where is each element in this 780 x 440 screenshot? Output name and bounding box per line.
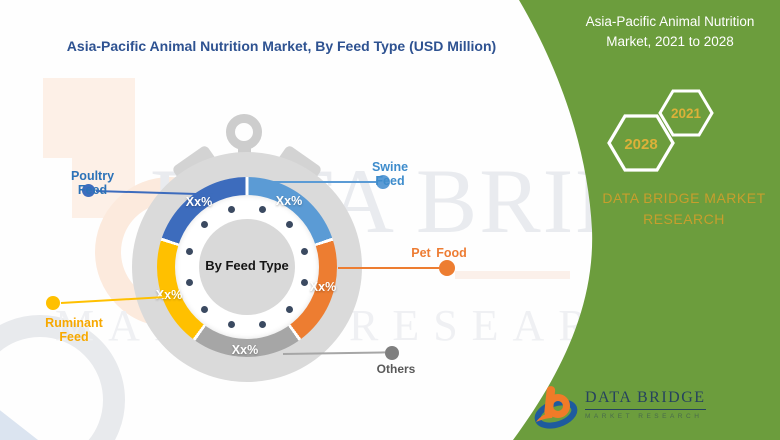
category-label-pet-food: Pet Food [411, 246, 467, 260]
legend-dot-pet-food [439, 260, 455, 276]
panel-heading: Asia-Pacific Animal Nutrition Market, 20… [570, 12, 770, 53]
legend-dot-poultry [82, 184, 95, 197]
clock-tick-dot [185, 279, 193, 287]
clock-tick-dot [259, 205, 267, 213]
logo-name: DATA BRIDGE [585, 389, 706, 410]
watermark-band [455, 271, 570, 279]
clock-tick-dot [301, 279, 309, 287]
slice-value-poultry: Xx% [185, 195, 213, 209]
stopwatch-crown-ring [226, 114, 262, 150]
legend-dot-swine [376, 175, 390, 189]
category-label-others: Others [376, 362, 416, 376]
donut-center-label: By Feed Type [205, 258, 289, 273]
brand-wordmark: DATA BRIDGE MARKET RESEARCH [595, 188, 773, 230]
category-label-swine: Swine Feed [371, 160, 409, 188]
legend-dot-ruminant [46, 296, 60, 310]
clock-tick-dot [227, 205, 235, 213]
panel-heading-line2: Market, 2021 to 2028 [606, 34, 734, 50]
legend-dot-others [385, 346, 399, 360]
databridge-logo: DATA BRIDGE MARKET RESEARCH [533, 384, 743, 434]
slice-value-ruminant: Xx% [155, 288, 183, 302]
watermark-logo-peach-block [43, 78, 135, 158]
slice-value-others: Xx% [231, 343, 259, 357]
clock-tick-dot [201, 221, 209, 229]
hexagon-2028 [607, 114, 675, 172]
hexagon-2028-year: 2028 [624, 136, 657, 153]
brand-line2: RESEARCH [643, 211, 725, 227]
donut-center-circle [199, 219, 295, 315]
clock-tick-dot [227, 321, 235, 329]
clock-tick-dot [201, 305, 209, 313]
clock-tick-dot [285, 305, 293, 313]
leader-line-swine [272, 181, 376, 183]
clock-tick-dot [285, 221, 293, 229]
leader-line-pet-food [338, 267, 439, 269]
category-label-poultry: Poultry Feed [70, 169, 115, 197]
year-hexagons: 2028 2021 [607, 89, 714, 172]
panel-heading-line1: Asia-Pacific Animal Nutrition [585, 14, 755, 29]
category-label-ruminant: Ruminant Feed [45, 316, 103, 344]
clock-tick-dot [301, 247, 309, 255]
databridge-logo-icon [534, 386, 578, 429]
logo-tagline: MARKET RESEARCH [585, 413, 703, 420]
brand-line1: DATA BRIDGE MARKET [602, 190, 766, 206]
clock-tick-dot [185, 247, 193, 255]
hexagon-2021-year: 2021 [671, 106, 702, 121]
slice-value-pet-food: Xx% [309, 280, 337, 294]
chart-title: Asia-Pacific Animal Nutrition Market, By… [66, 38, 497, 54]
hexagon-2021 [658, 89, 714, 137]
slice-value-swine: Xx% [275, 194, 303, 208]
clock-tick-dot [259, 321, 267, 329]
